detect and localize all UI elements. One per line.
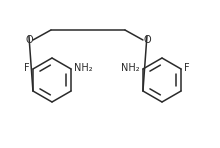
Text: O: O (143, 35, 151, 45)
Text: O: O (25, 35, 33, 45)
Text: F: F (184, 63, 190, 73)
Text: NH₂: NH₂ (74, 63, 93, 73)
Text: NH₂: NH₂ (121, 63, 140, 73)
Text: F: F (24, 63, 30, 73)
